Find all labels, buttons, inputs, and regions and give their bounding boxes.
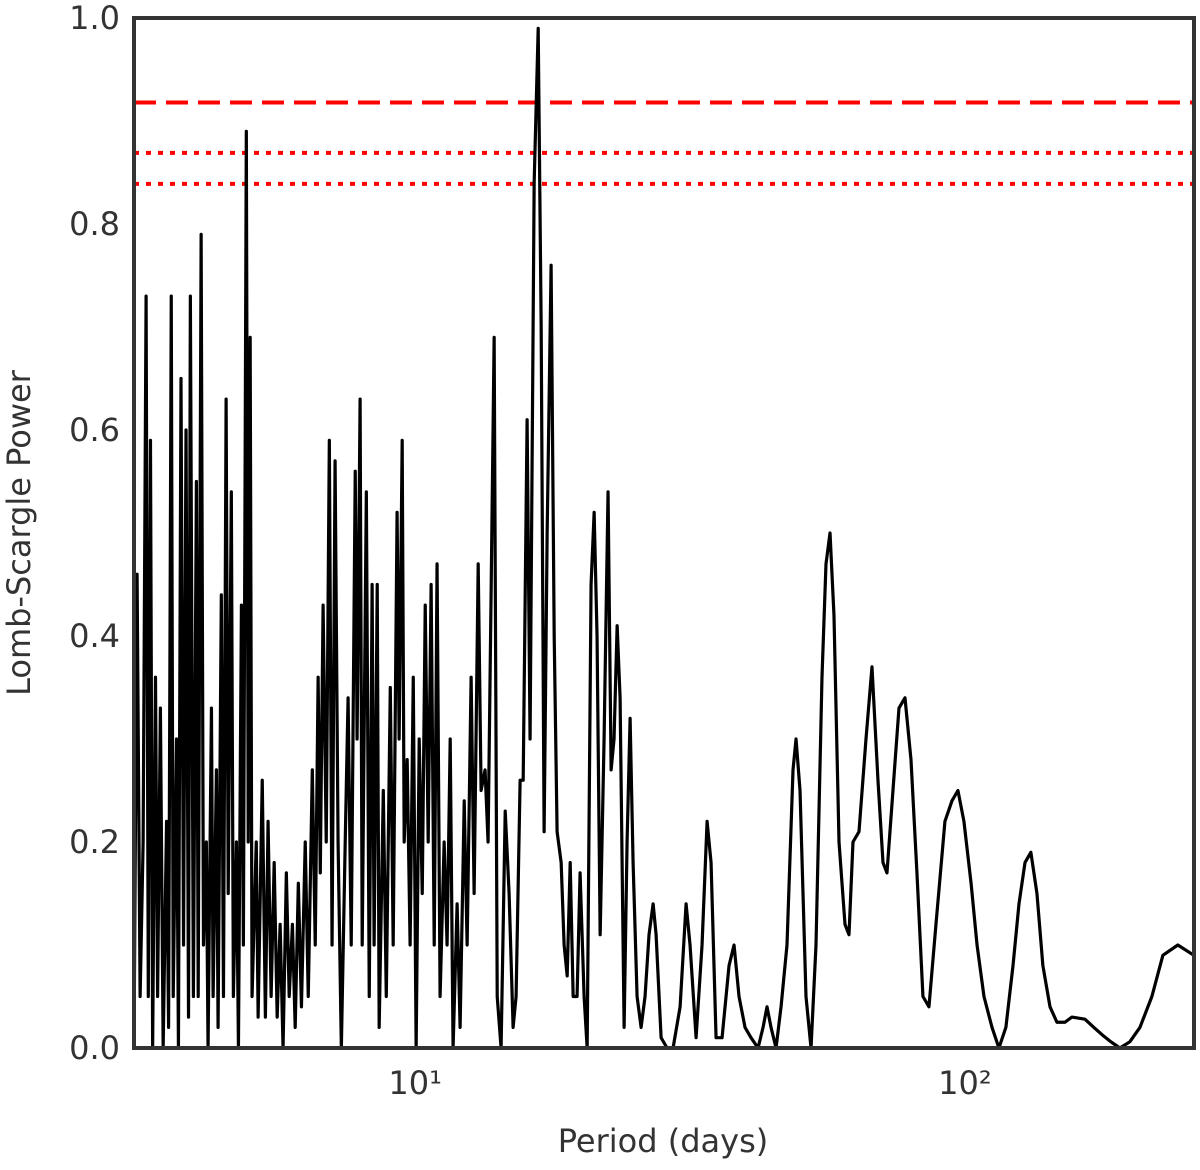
y-tick-label: 0.8 (69, 205, 120, 243)
periodogram-line (132, 26, 1195, 1050)
y-tick-label: 0.6 (69, 411, 120, 449)
y-tick-label: 1.0 (69, 0, 120, 37)
y-axis-label: Lomb-Scargle Power (0, 369, 38, 696)
x-tick-label: 10¹ (388, 1064, 442, 1102)
plot-frame (132, 16, 1196, 1050)
y-tick-label: 0.0 (69, 1029, 120, 1067)
x-axis-label: Period (days) (558, 1122, 768, 1160)
x-tick-label: 10² (938, 1064, 992, 1102)
y-tick-label: 0.2 (69, 823, 120, 861)
y-tick-label: 0.4 (69, 617, 120, 655)
